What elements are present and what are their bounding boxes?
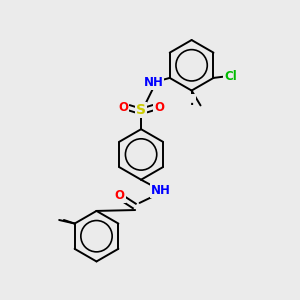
Text: ·: · [188, 96, 195, 115]
Text: NH: NH [151, 184, 170, 196]
Text: O: O [115, 189, 125, 202]
Text: NH: NH [143, 76, 163, 89]
Text: O: O [154, 101, 164, 114]
Text: S: S [136, 103, 146, 117]
Text: Cl: Cl [224, 70, 237, 83]
Text: O: O [118, 101, 128, 114]
